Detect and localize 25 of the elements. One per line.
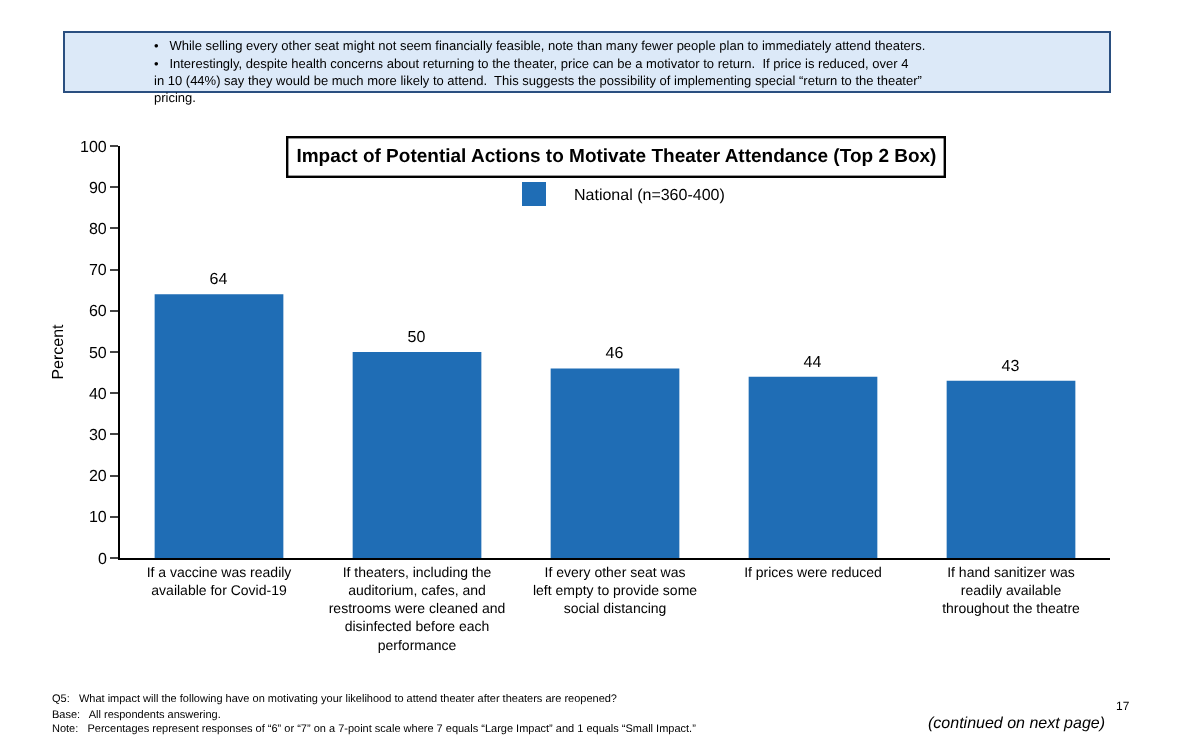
y-tick-label: 40 <box>88 384 108 403</box>
data-label: 64 <box>209 270 229 289</box>
y-tick-label: 100 <box>80 137 108 156</box>
y-tick-label: 60 <box>88 302 108 321</box>
y-tick-label: 10 <box>88 508 108 527</box>
y-tick-label: 70 <box>88 261 108 280</box>
y-tick-label: 80 <box>88 220 108 238</box>
bar <box>154 294 284 558</box>
data-label: 50 <box>407 328 427 346</box>
bar <box>946 380 1076 558</box>
y-tick-label: 30 <box>88 426 108 444</box>
y-tick-label: 0 <box>97 549 108 568</box>
y-axis-title: Percent <box>49 322 68 380</box>
bar <box>352 352 482 558</box>
bar <box>748 376 878 558</box>
legend-label: National (n=360-400) <box>574 186 726 205</box>
bar <box>550 368 680 558</box>
chart-title: Impact of Potential Actions to Motivate Theater Attendance (Top 2 Box) <box>296 146 937 169</box>
data-label: 44 <box>803 352 823 371</box>
y-tick-label: 50 <box>88 343 108 362</box>
text: (continued on next page) <box>928 714 1106 732</box>
y-tick-label: 90 <box>88 178 108 197</box>
data-label: 43 <box>1001 356 1021 375</box>
y-tick-label: 20 <box>88 467 108 486</box>
data-label: 46 <box>605 344 625 363</box>
